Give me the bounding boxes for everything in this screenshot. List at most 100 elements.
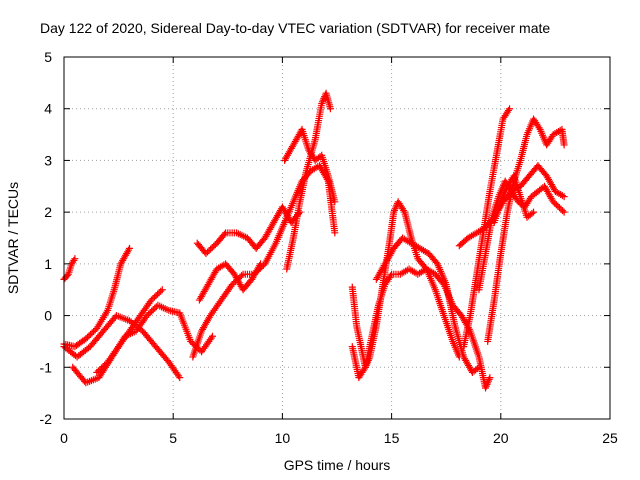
data-point <box>482 384 490 392</box>
data-point <box>85 332 93 340</box>
x-tick-label: 0 <box>60 430 68 446</box>
data-point <box>207 334 215 342</box>
series-trace-i <box>283 89 334 273</box>
y-tick-label: -2 <box>40 411 53 427</box>
data-point <box>158 286 166 294</box>
axis-ticks: 0 5 10 15 20 25 -2 -1 0 1 2 3 4 5 <box>40 49 618 446</box>
data-point <box>97 364 105 372</box>
plot-frame <box>63 56 611 420</box>
data-point <box>205 247 213 255</box>
data-point <box>326 105 334 113</box>
data-point <box>187 337 195 345</box>
data-point <box>554 202 562 210</box>
data-point <box>560 141 568 149</box>
data-point <box>155 289 163 297</box>
data-point <box>87 330 95 338</box>
series-trace-g <box>195 260 265 304</box>
grid <box>64 57 610 419</box>
data-point <box>557 205 565 213</box>
data-point <box>147 296 155 304</box>
data-point <box>70 256 78 264</box>
data-point <box>331 198 339 206</box>
data-point <box>256 262 264 270</box>
data-point <box>560 208 568 216</box>
data-point <box>228 281 236 289</box>
data-point <box>93 368 101 376</box>
data-point <box>257 260 265 268</box>
data-point <box>485 375 493 383</box>
data-point <box>331 229 339 237</box>
series-trace-j <box>281 125 339 206</box>
y-tick-label: 5 <box>44 49 52 65</box>
plot-points <box>60 89 568 392</box>
data-point <box>149 295 157 303</box>
data-point <box>148 307 156 315</box>
y-tick-label: 1 <box>44 256 52 272</box>
data-point <box>238 272 246 280</box>
series-trace-f <box>189 162 339 361</box>
series-trace-a <box>60 255 79 283</box>
data-point <box>204 248 212 256</box>
data-point <box>94 367 102 375</box>
x-tick-label: 20 <box>493 430 509 446</box>
data-point <box>82 335 90 343</box>
data-point <box>318 98 326 106</box>
data-point <box>473 365 481 373</box>
data-point <box>391 206 399 214</box>
data-point <box>71 255 79 263</box>
data-point <box>126 244 134 252</box>
data-point <box>154 290 162 298</box>
data-point <box>175 372 183 380</box>
data-point <box>552 201 560 209</box>
data-point <box>99 363 107 371</box>
data-point <box>146 309 154 317</box>
data-point <box>101 361 109 369</box>
y-tick-label: 2 <box>44 204 52 220</box>
data-point <box>318 100 326 108</box>
x-tick-label: 25 <box>602 430 618 446</box>
data-point <box>202 250 210 258</box>
data-point <box>88 329 96 337</box>
y-tick-label: -1 <box>40 359 53 375</box>
data-point <box>400 206 408 214</box>
data-point <box>486 374 494 382</box>
data-point <box>176 374 184 382</box>
data-point <box>535 124 543 132</box>
data-point <box>549 198 557 206</box>
data-point <box>506 105 514 113</box>
data-point <box>504 106 512 114</box>
series-trace-m <box>372 234 483 376</box>
data-point <box>83 333 91 341</box>
data-point <box>157 287 165 295</box>
data-point <box>143 312 151 320</box>
data-point <box>530 208 538 216</box>
chart-title: Day 122 of 2020, Sidereal Day-to-day VTE… <box>40 20 550 36</box>
data-point <box>319 96 327 104</box>
data-point <box>207 245 215 253</box>
data-point <box>90 327 98 335</box>
data-point <box>475 363 483 371</box>
data-point <box>151 304 159 312</box>
y-tick-label: 3 <box>44 152 52 168</box>
x-tick-label: 10 <box>275 430 291 446</box>
data-point <box>96 366 104 374</box>
data-point <box>152 292 160 300</box>
data-point <box>484 379 492 387</box>
x-axis-label: GPS time / hours <box>284 457 391 473</box>
series-trace-b <box>60 244 134 351</box>
series-trace-r <box>490 172 538 226</box>
x-tick-label: 5 <box>169 430 177 446</box>
data-point <box>391 205 399 213</box>
data-point <box>220 230 228 238</box>
data-point <box>150 293 158 301</box>
data-point <box>484 377 492 385</box>
data-point <box>145 310 153 318</box>
data-point <box>551 199 559 207</box>
data-point <box>387 272 395 280</box>
series-trace-e <box>93 286 166 376</box>
y-tick-label: 0 <box>44 308 52 324</box>
data-point <box>483 381 491 389</box>
data-point <box>559 207 567 215</box>
series-trace-o <box>460 105 514 351</box>
